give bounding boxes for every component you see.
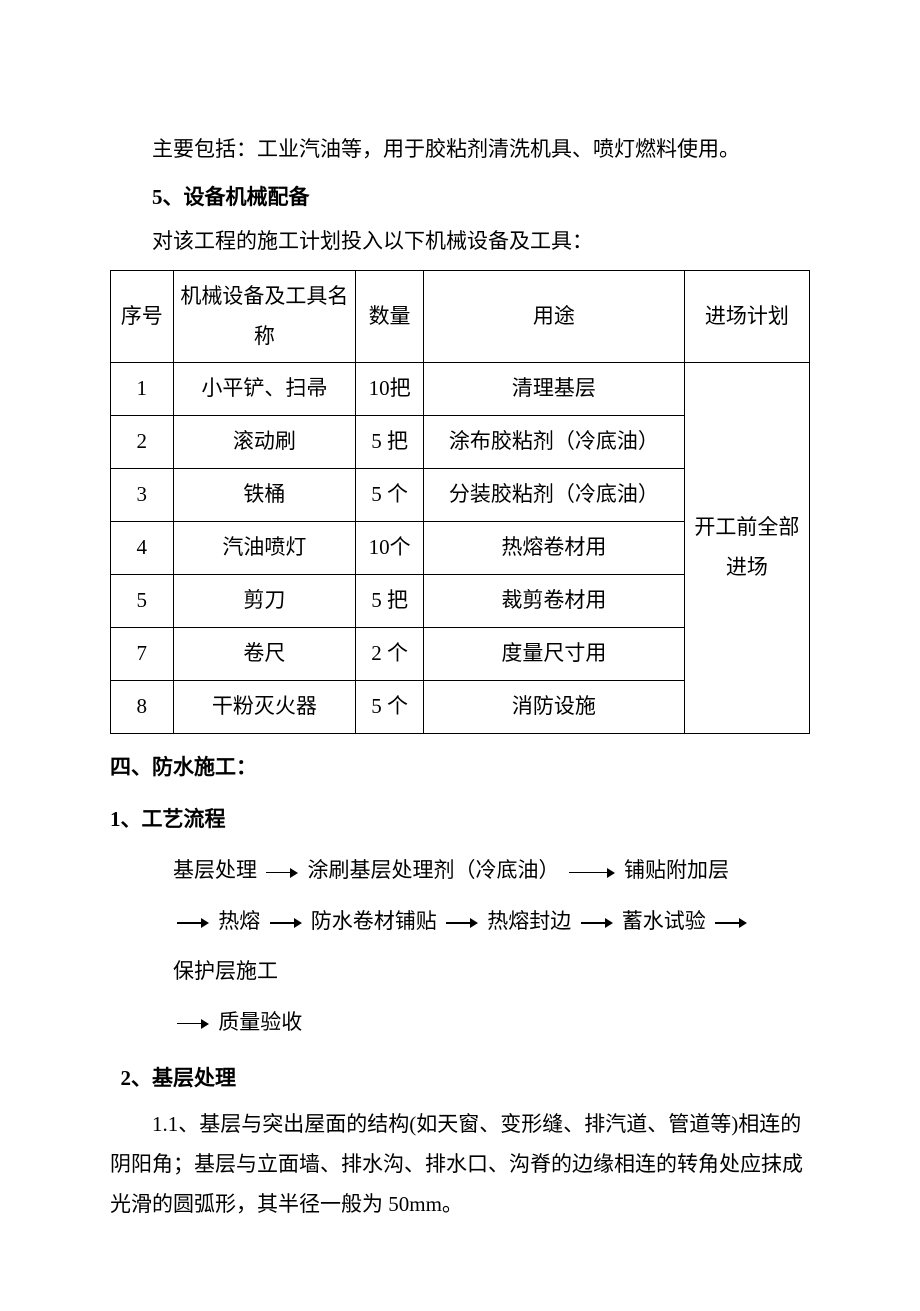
col-header-qty: 数量	[356, 270, 424, 363]
col-header-sched: 进场计划	[684, 270, 809, 363]
intro-paragraph: 主要包括：工业汽油等，用于胶粘剂清洗机具、喷灯燃料使用。	[110, 130, 810, 170]
cell-use: 涂布胶粘剂（冷底油）	[423, 416, 684, 469]
cell-qty: 10把	[356, 363, 424, 416]
table-header-row: 序号 机械设备及工具名称 数量 用途 进场计划	[111, 270, 810, 363]
heading-1-process: 1、工艺流程	[110, 800, 810, 840]
flow-step: 涂刷基层处理剂（冷底油）	[308, 858, 560, 882]
arrow-icon	[444, 917, 480, 929]
cell-qty: 5 把	[356, 575, 424, 628]
cell-schedule-merged: 开工前全部进场	[684, 363, 809, 733]
cell-use: 分装胶粘剂（冷底油）	[423, 469, 684, 522]
cell-use: 度量尺寸用	[423, 627, 684, 680]
flow-step: 防水卷材铺贴	[311, 909, 437, 933]
cell-name: 铁桶	[173, 469, 356, 522]
cell-seq: 8	[111, 680, 174, 733]
cell-seq: 7	[111, 627, 174, 680]
flow-step: 质量验收	[218, 1010, 302, 1034]
para-2-1: 1.1、基层与突出屋面的结构(如天窗、变形缝、排汽道、管道等)相连的阴阳角；基层…	[110, 1105, 810, 1225]
cell-name: 滚动刷	[173, 416, 356, 469]
cell-qty: 2 个	[356, 627, 424, 680]
flow-step: 基层处理	[173, 858, 257, 882]
arrow-icon	[175, 917, 211, 929]
flow-step: 热熔	[218, 909, 260, 933]
process-flow: 基层处理 涂刷基层处理剂（冷底油） 铺贴附加层 热熔 防水卷材铺贴 热熔封边 蓄…	[173, 845, 768, 1047]
heading-2-base: 2、基层处理	[110, 1059, 810, 1099]
equipment-table-body: 1 小平铲、扫帚 10把 清理基层 开工前全部进场 2 滚动刷 5 把 涂布胶粘…	[111, 363, 810, 733]
table-row: 1 小平铲、扫帚 10把 清理基层 开工前全部进场	[111, 363, 810, 416]
cell-name: 剪刀	[173, 575, 356, 628]
cell-qty: 5 个	[356, 680, 424, 733]
arrow-icon	[175, 1018, 211, 1030]
cell-use: 热熔卷材用	[423, 522, 684, 575]
arrow-icon	[579, 917, 615, 929]
cell-seq: 1	[111, 363, 174, 416]
cell-seq: 5	[111, 575, 174, 628]
col-header-name: 机械设备及工具名称	[173, 270, 356, 363]
cell-seq: 2	[111, 416, 174, 469]
flow-step: 热熔封边	[487, 909, 571, 933]
cell-name: 小平铲、扫帚	[173, 363, 356, 416]
flow-step: 蓄水试验	[622, 909, 706, 933]
equipment-table: 序号 机械设备及工具名称 数量 用途 进场计划 1 小平铲、扫帚 10把 清理基…	[110, 270, 810, 734]
cell-seq: 4	[111, 522, 174, 575]
heading-section-4: 四、防水施工：	[110, 748, 810, 788]
cell-use: 清理基层	[423, 363, 684, 416]
flow-step: 保护层施工	[173, 959, 278, 983]
col-header-use: 用途	[423, 270, 684, 363]
cell-qty: 10个	[356, 522, 424, 575]
cell-seq: 3	[111, 469, 174, 522]
arrow-icon	[713, 917, 749, 929]
col-header-seq: 序号	[111, 270, 174, 363]
arrow-icon	[268, 917, 304, 929]
arrow-icon	[264, 867, 300, 879]
heading-5-equipment: 5、设备机械配备	[110, 178, 810, 218]
arrow-icon	[567, 867, 617, 879]
cell-name: 汽油喷灯	[173, 522, 356, 575]
flow-step: 铺贴附加层	[624, 858, 729, 882]
cell-qty: 5 把	[356, 416, 424, 469]
cell-use: 消防设施	[423, 680, 684, 733]
cell-qty: 5 个	[356, 469, 424, 522]
intro2-paragraph: 对该工程的施工计划投入以下机械设备及工具：	[110, 222, 810, 262]
cell-name: 干粉灭火器	[173, 680, 356, 733]
cell-name: 卷尺	[173, 627, 356, 680]
cell-use: 裁剪卷材用	[423, 575, 684, 628]
